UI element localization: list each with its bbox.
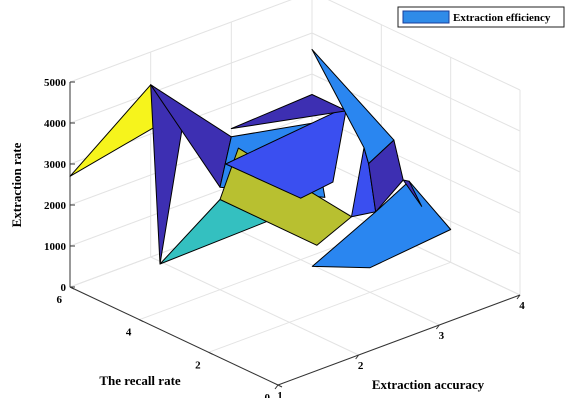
y-tick-label: 0 [265, 392, 271, 398]
z-tick-label: 3000 [44, 159, 67, 171]
x-tick-mark [435, 324, 440, 330]
grid-line [311, 114, 521, 214]
axes [69, 81, 521, 390]
x-axis-label: Extraction accuracy [372, 377, 485, 392]
y-tick-label: 4 [126, 327, 132, 339]
y-tick-mark [139, 319, 144, 323]
grid-line [311, 32, 521, 132]
legend-label: Extraction efficiency [453, 12, 551, 24]
x-tick-label: 1 [277, 390, 283, 398]
x-tick-mark [355, 354, 360, 360]
grid-line [150, 256, 359, 356]
surface-patch [402, 179, 423, 207]
grid-line [69, 0, 292, 83]
z-tick-label: 5000 [44, 77, 67, 89]
y-tick-mark [277, 384, 283, 388]
surface [69, 48, 452, 269]
y-tick-label: 6 [57, 294, 63, 306]
x-tick-label: 3 [439, 330, 445, 342]
x-tick-mark [516, 294, 521, 300]
legend-swatch [402, 10, 450, 24]
y-axis-label: The recall rate [99, 373, 181, 388]
surface-patch [368, 139, 404, 213]
z-axis-label: Extraction rate [9, 142, 24, 227]
y-tick-mark [208, 351, 213, 355]
x-tick-label: 2 [358, 360, 364, 372]
grid-line [69, 32, 313, 124]
grid-line [231, 226, 440, 326]
x-axis-line [277, 294, 521, 386]
y-axis-line [69, 286, 279, 386]
surface-patch [225, 106, 348, 199]
z-tick-label: 1000 [44, 241, 67, 253]
surface-patch [311, 180, 452, 269]
z-tick-label: 4000 [44, 118, 67, 130]
x-tick-mark [274, 384, 279, 390]
z-tick-label: 0 [61, 282, 67, 294]
grid-line [327, 0, 521, 91]
x-tick-label: 4 [519, 300, 525, 312]
surface-patch [230, 94, 348, 130]
legend: Extraction efficiency [397, 6, 565, 28]
z-tick-label: 2000 [44, 200, 67, 212]
grid-line [208, 261, 451, 353]
y-tick-label: 2 [195, 359, 201, 371]
